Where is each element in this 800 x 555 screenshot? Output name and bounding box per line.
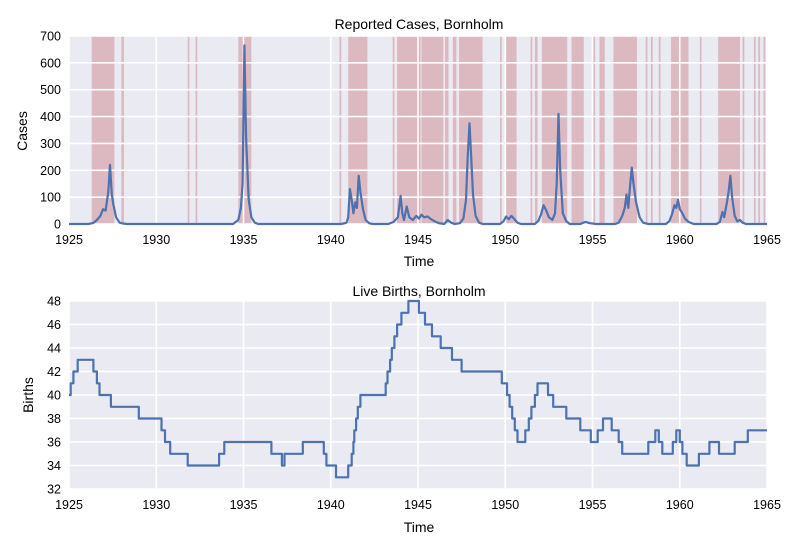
series-line (69, 299, 767, 479)
shaded-interval (500, 36, 502, 224)
shaded-interval (763, 36, 766, 224)
x-tick-label: 1965 (753, 233, 781, 247)
x-tick-label: 1930 (142, 498, 170, 512)
y-tick-label: 38 (47, 412, 61, 426)
x-tick-label: 1955 (579, 233, 607, 247)
shaded-interval (758, 36, 761, 224)
shaded-interval (753, 36, 756, 224)
chart-title: Reported Cases, Bornholm (335, 16, 504, 32)
y-tick-label: 40 (47, 389, 61, 403)
shaded-interval (593, 36, 596, 224)
shaded-interval (613, 36, 637, 224)
x-tick-label: 1940 (317, 498, 345, 512)
y-tick-label: 34 (47, 459, 61, 473)
x-tick-label: 1925 (55, 498, 83, 512)
shaded-interval (452, 36, 457, 224)
x-tick-label: 1965 (753, 498, 781, 512)
y-tick-label: 46 (47, 318, 61, 332)
y-tick-label: 700 (40, 30, 61, 44)
shaded-interval (195, 36, 198, 224)
chart-title: Live Births, Bornholm (352, 283, 485, 299)
shaded-interval (421, 36, 444, 224)
shaded-interval (530, 36, 533, 224)
x-axis-label: Time (404, 519, 435, 535)
shaded-interval (445, 36, 449, 224)
x-tick-label: 1925 (55, 233, 83, 247)
x-tick-label: 1945 (404, 233, 432, 247)
shaded-interval (650, 36, 653, 224)
x-tick-label: 1935 (230, 233, 258, 247)
shaded-interval (645, 36, 648, 224)
y-tick-label: 500 (40, 83, 61, 97)
x-tick-label: 1945 (404, 498, 432, 512)
y-tick-label: 100 (40, 191, 61, 205)
shaded-interval (506, 36, 517, 224)
shaded-interval (348, 36, 368, 224)
shaded-interval (121, 36, 124, 224)
y-axis-label: Births (20, 377, 36, 413)
series-line (69, 44, 767, 226)
y-tick-label: 200 (40, 164, 61, 178)
y-tick-label: 32 (47, 483, 61, 497)
shaded-interval (397, 36, 421, 224)
x-tick-label: 1955 (579, 498, 607, 512)
cases-chart: Reported Cases, Bornholm Time Cases 1925… (14, 16, 781, 269)
x-tick-label: 1950 (491, 498, 519, 512)
y-tick-label: 400 (40, 110, 61, 124)
x-axis-label: Time (404, 253, 435, 269)
x-tick-label: 1960 (666, 233, 694, 247)
y-tick-label: 600 (40, 56, 61, 70)
births-chart: Live Births, Bornholm Time Births 1925 19… (20, 283, 781, 535)
x-tick-label: 1950 (491, 233, 519, 247)
shaded-interval (541, 36, 568, 224)
y-tick-label: 300 (40, 137, 61, 151)
x-tick-label: 1940 (317, 233, 345, 247)
y-axis-label: Cases (14, 111, 30, 151)
shaded-interval (187, 36, 190, 224)
y-tick-label: 44 (47, 342, 61, 356)
y-tick-label: 0 (54, 218, 61, 232)
x-tick-label: 1930 (142, 233, 170, 247)
shaded-interval (658, 36, 661, 224)
shaded-interval (392, 36, 395, 224)
shaded-interval (599, 36, 605, 224)
shaded-interval (534, 36, 538, 224)
x-tick-label: 1960 (666, 498, 694, 512)
shaded-interval (742, 36, 745, 224)
shaded-interval (339, 36, 342, 224)
y-tick-label: 36 (47, 436, 61, 450)
x-tick-label: 1935 (230, 498, 258, 512)
y-tick-label: 48 (47, 295, 61, 309)
shaded-interval (718, 36, 740, 224)
y-tick-label: 42 (47, 365, 61, 379)
shaded-interval (699, 36, 702, 224)
shaded-interval (571, 36, 584, 224)
